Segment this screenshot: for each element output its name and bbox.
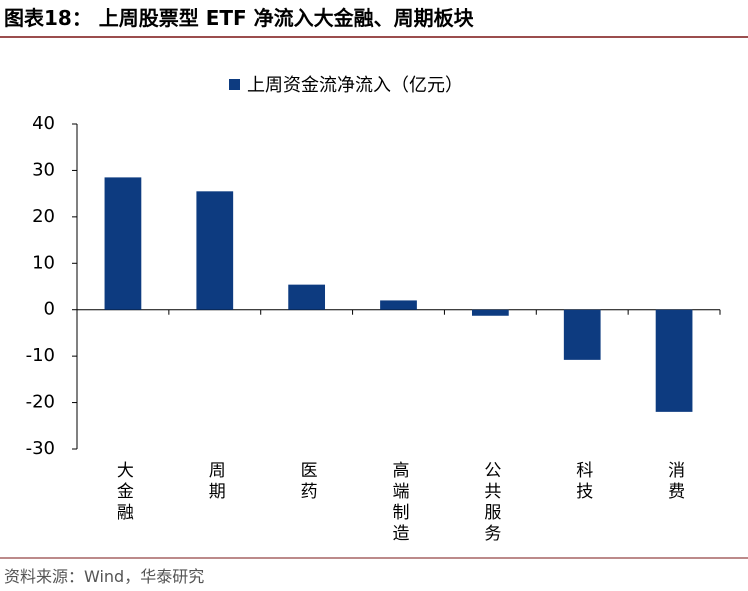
source-note: 资料来源：Wind，华泰研究 — [4, 567, 204, 586]
bar — [196, 191, 234, 310]
y-tick-label: 30 — [32, 159, 55, 180]
x-tick-label: 公共服务 — [480, 461, 501, 545]
y-tick-label: 0 — [44, 299, 55, 320]
legend-label: 上周资金流净流入（亿元） — [247, 75, 463, 96]
y-tick-label: -20 — [26, 392, 55, 413]
x-tick-label: 周期 — [205, 461, 226, 503]
legend-swatch — [229, 79, 240, 90]
bar — [471, 309, 509, 316]
x-tick-label: 医药 — [297, 461, 318, 503]
bar — [380, 300, 417, 310]
x-tick-label: 消费 — [664, 461, 685, 503]
chart-title: 图表18： 上周股票型 ETF 净流入大金融、周期板块 — [4, 6, 475, 30]
x-tick-label: 科技 — [572, 461, 593, 503]
bar — [288, 284, 326, 310]
y-tick-label: -30 — [26, 438, 55, 459]
x-tick-label: 高端制造 — [389, 461, 410, 545]
y-tick-label: 40 — [32, 113, 55, 134]
y-tick-label: 10 — [32, 252, 55, 273]
y-tick-label: 20 — [32, 206, 55, 227]
bar — [563, 309, 601, 360]
y-tick-label: -10 — [26, 345, 55, 366]
x-tick-label: 大金融 — [113, 461, 134, 524]
bar — [104, 177, 142, 310]
bar — [655, 309, 693, 412]
